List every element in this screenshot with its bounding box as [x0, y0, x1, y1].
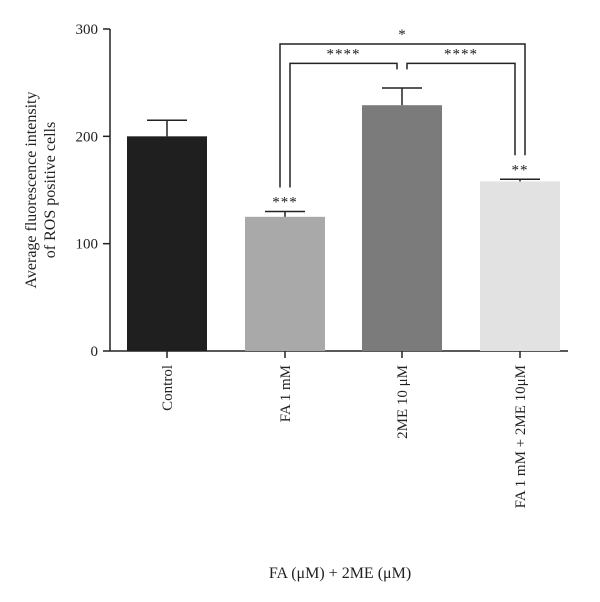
y-tick-label-100: 100: [76, 237, 99, 253]
bar-3: [480, 181, 560, 351]
comparison-bracket-0: [289, 62, 398, 188]
comparison-bracket-1: [406, 62, 516, 156]
bar-0: [127, 136, 207, 351]
bars: [127, 105, 560, 351]
comparison-label-1: ****: [444, 46, 478, 62]
y-axis-label-line2: of ROS positive cells: [42, 122, 59, 258]
x-category-labels: Control FA 1 mM 2ME 10 μM FA 1 mM + 2ME 10μ…: [160, 365, 529, 508]
y-tick-label-300: 300: [76, 22, 99, 38]
bar-significance-3: **: [512, 162, 529, 178]
x-category-label-3: FA 1 mM + 2ME 10μM: [513, 365, 529, 508]
x-category-label-0: Control: [160, 365, 176, 411]
comparison-label-0: ****: [327, 46, 361, 62]
y-tick-label-0: 0: [91, 344, 99, 360]
comparison-label-2: *: [398, 27, 407, 43]
y-tick-label-200: 200: [76, 129, 99, 145]
x-axis-label: FA (μM) + 2ME (μM): [269, 565, 411, 582]
y-axis-label-line1: Average fluorescence intensity: [23, 92, 40, 289]
bar-1: [245, 216, 325, 351]
x-category-label-2: 2ME 10 μM: [395, 365, 411, 439]
x-category-label-1: FA 1 mM: [278, 365, 294, 422]
bar-2: [362, 105, 442, 351]
comparison-bracket-2: [279, 43, 526, 188]
bar-significance-1: ***: [272, 194, 298, 210]
error-bars: [147, 87, 540, 217]
significance-annotations: ********* *****: [272, 27, 529, 210]
